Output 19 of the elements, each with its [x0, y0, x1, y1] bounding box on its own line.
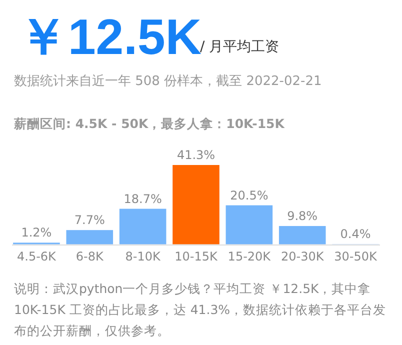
- x-tick-label: 8-10K: [125, 250, 162, 264]
- data-label: 0.4%: [340, 227, 371, 242]
- data-label: 41.3%: [176, 148, 216, 162]
- data-label: 20.5%: [230, 188, 268, 202]
- text: 薪酬区间: 4.5K - 50K，最多人拿：10K-15K: [14, 116, 284, 133]
- text: 数据统计来自近一年 508 份样本，截至 2022-02-21: [14, 73, 322, 90]
- x-tick-label: 10-15K: [174, 250, 218, 264]
- x-tick-label: 30-50K: [334, 250, 378, 264]
- chart-subtitle: / 月平均工资: [200, 39, 280, 56]
- x-tick-label: 20-30K: [280, 250, 325, 264]
- data-label: 1.2%: [21, 226, 52, 240]
- data-label: 7.7%: [74, 213, 105, 228]
- x-tick-label: 6-8K: [76, 250, 105, 264]
- chart-title: ￥12.5K: [18, 8, 202, 67]
- data-label: 9.8%: [287, 209, 318, 224]
- text: 说明：武汉python一个月多少钱？平均工资 ￥12.5K，其中拿 10K-15K 工资的占比最多，达 41.3%，数据统计依赖于各平台发布的公开薪酬，仅供参考。: [14, 280, 388, 340]
- x-tick-label: 4.5-6K: [17, 250, 58, 264]
- data-label: 18.7%: [124, 192, 162, 206]
- x-tick-label: 15-20K: [228, 250, 272, 264]
